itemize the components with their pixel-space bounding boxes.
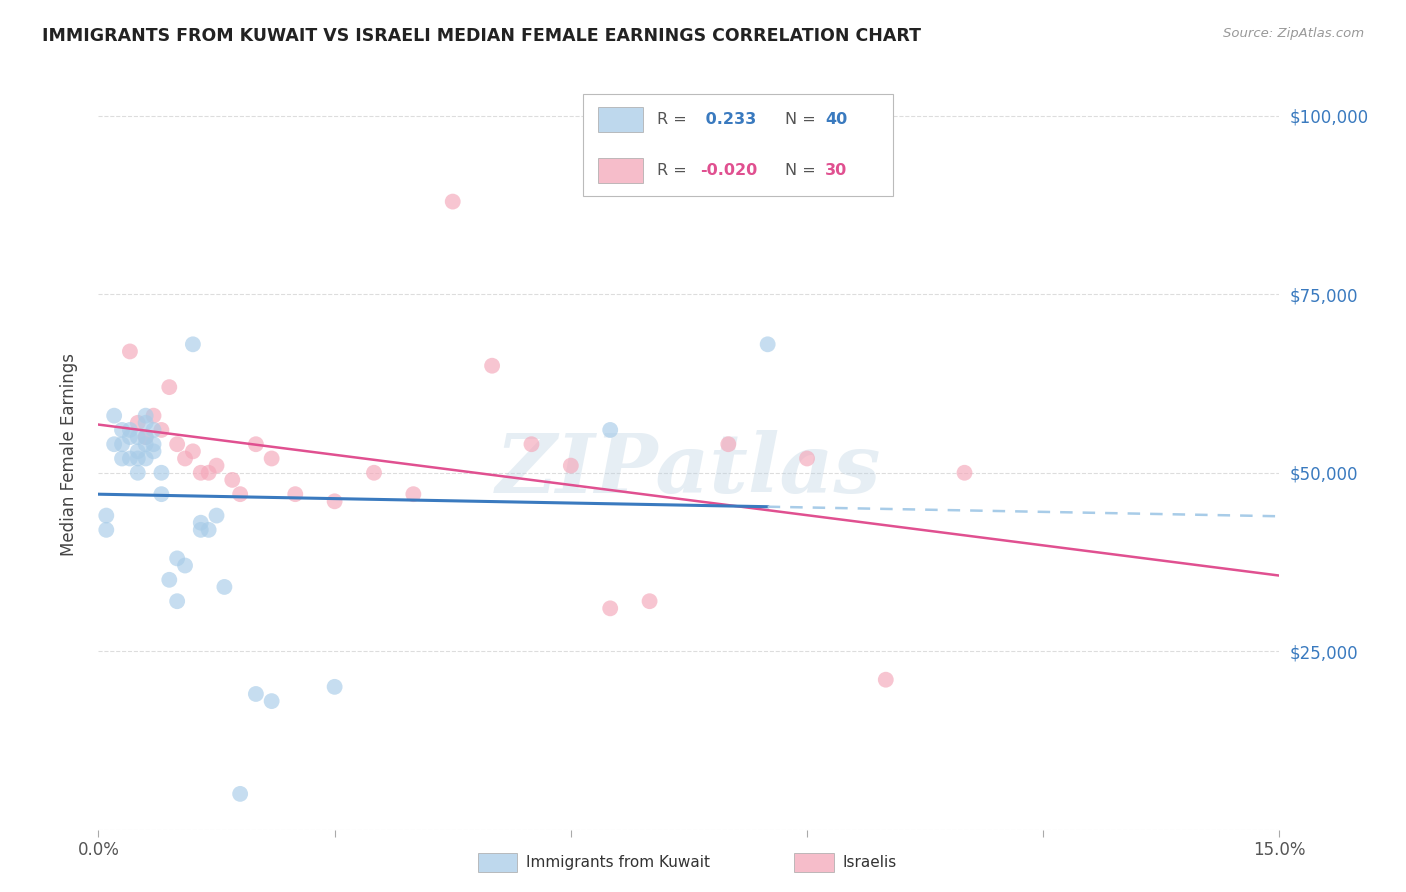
Point: [127, 451, 149, 466]
Text: ZIPatlas: ZIPatlas: [496, 430, 882, 510]
Point: [174, 558, 197, 573]
Point: [599, 601, 621, 615]
Text: Israelis: Israelis: [842, 855, 897, 870]
Point: [441, 194, 464, 209]
Point: [166, 551, 188, 566]
Point: [197, 466, 219, 480]
Point: [135, 437, 157, 451]
Point: [150, 423, 173, 437]
Point: [166, 437, 188, 451]
Point: [118, 451, 141, 466]
Text: R =: R =: [657, 163, 686, 178]
Point: [157, 380, 180, 394]
Point: [127, 416, 149, 430]
Text: R =: R =: [657, 112, 686, 127]
Point: [135, 430, 157, 444]
Point: [181, 337, 204, 351]
Point: [142, 423, 165, 437]
Point: [174, 451, 197, 466]
Point: [135, 416, 157, 430]
Text: IMMIGRANTS FROM KUWAIT VS ISRAELI MEDIAN FEMALE EARNINGS CORRELATION CHART: IMMIGRANTS FROM KUWAIT VS ISRAELI MEDIAN…: [42, 27, 921, 45]
Point: [796, 451, 818, 466]
Text: -0.020: -0.020: [700, 163, 758, 178]
Point: [135, 430, 157, 444]
Point: [142, 409, 165, 423]
Point: [875, 673, 897, 687]
Text: Source: ZipAtlas.com: Source: ZipAtlas.com: [1223, 27, 1364, 40]
Point: [150, 487, 173, 501]
Point: [260, 694, 283, 708]
Text: 0.233: 0.233: [700, 112, 756, 127]
Point: [205, 458, 228, 473]
Point: [717, 437, 740, 451]
Point: [520, 437, 543, 451]
Point: [190, 523, 212, 537]
Point: [229, 787, 252, 801]
Point: [402, 487, 425, 501]
Point: [756, 337, 779, 351]
Point: [103, 437, 125, 451]
Point: [638, 594, 661, 608]
Point: [127, 444, 149, 458]
Point: [103, 409, 125, 423]
Point: [481, 359, 503, 373]
Point: [111, 437, 134, 451]
Point: [150, 466, 173, 480]
Point: [127, 430, 149, 444]
Point: [142, 444, 165, 458]
Point: [96, 508, 118, 523]
Point: [205, 508, 228, 523]
Point: [363, 466, 385, 480]
Point: [197, 523, 219, 537]
Point: [953, 466, 976, 480]
Point: [181, 444, 204, 458]
Point: [135, 409, 157, 423]
Point: [118, 430, 141, 444]
Text: Immigrants from Kuwait: Immigrants from Kuwait: [526, 855, 710, 870]
Point: [190, 466, 212, 480]
Point: [229, 487, 252, 501]
Point: [127, 466, 149, 480]
Text: 30: 30: [825, 163, 848, 178]
Y-axis label: Median Female Earnings: Median Female Earnings: [59, 353, 77, 557]
Point: [142, 437, 165, 451]
Point: [214, 580, 236, 594]
Point: [599, 423, 621, 437]
Point: [118, 344, 141, 359]
Point: [245, 687, 267, 701]
Point: [323, 680, 346, 694]
Point: [135, 451, 157, 466]
Point: [245, 437, 267, 451]
Point: [111, 423, 134, 437]
Text: N =: N =: [785, 112, 815, 127]
Point: [323, 494, 346, 508]
Point: [111, 451, 134, 466]
Point: [157, 573, 180, 587]
Point: [118, 423, 141, 437]
Point: [190, 516, 212, 530]
Text: 40: 40: [825, 112, 848, 127]
Point: [260, 451, 283, 466]
Text: N =: N =: [785, 163, 815, 178]
Point: [166, 594, 188, 608]
Point: [284, 487, 307, 501]
Point: [221, 473, 243, 487]
Point: [96, 523, 118, 537]
Point: [560, 458, 582, 473]
